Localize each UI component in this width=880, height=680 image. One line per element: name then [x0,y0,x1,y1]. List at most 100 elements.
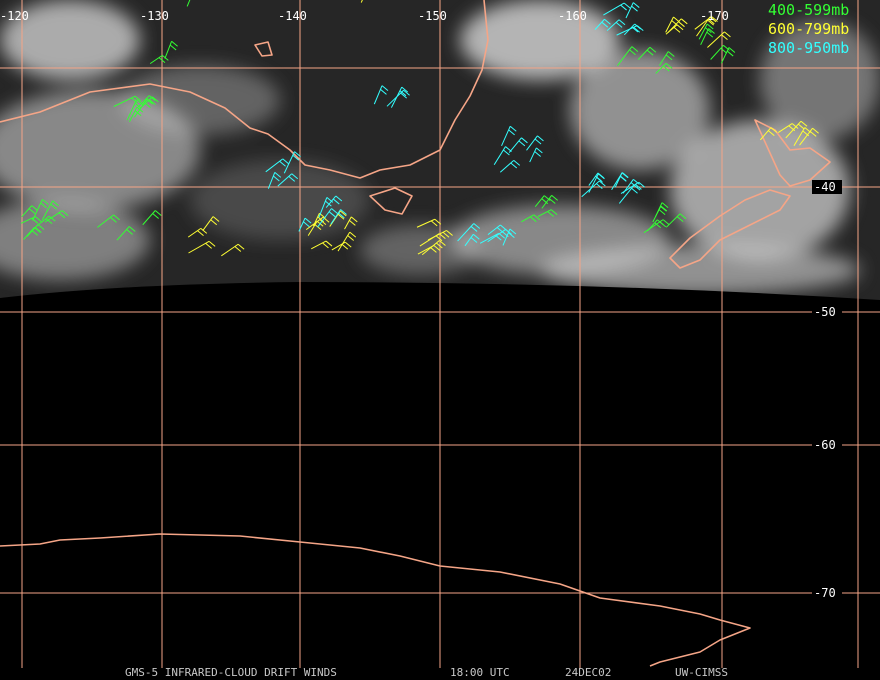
lat-label-bg [812,305,842,319]
barb-flag [134,95,142,102]
wind-barb [541,194,558,209]
barb-flag [31,205,39,212]
barb-shaft [221,243,239,257]
barb-flag [134,110,142,117]
barb-shaft [298,217,306,232]
barb-shaft [44,210,63,223]
barb-flag [631,5,638,12]
wind-barb [625,2,640,19]
barb-flag [800,120,808,127]
barb-shaft [594,18,605,30]
barb-flag [294,151,301,158]
barb-flag [598,173,605,180]
barb-shaft [700,28,710,46]
wind-barb [325,195,343,208]
barb-shaft [793,127,806,147]
wind-barb [142,210,162,226]
wind-barb [267,171,282,189]
wind-barb [390,86,409,108]
lat-label: -70 [814,586,836,600]
barb-flag [171,40,178,47]
wind-barb [487,224,507,236]
barb-flag [596,176,603,183]
wind-barb [186,0,191,7]
barb-flag [52,200,59,207]
barb-shaft [267,172,276,189]
barb-shaft [502,228,511,246]
barb-flag [237,243,245,250]
barb-flag [322,242,329,249]
wind-barb [696,16,717,37]
barb-flag [158,57,166,64]
barb-shaft [137,95,150,108]
wind-barb [137,95,156,108]
barb-flag [430,220,438,227]
barb-flag [146,98,153,104]
wind-barb [337,231,357,252]
barb-flag [303,221,310,228]
wind-barb [97,214,120,228]
legend-entry: 800-950mb [768,39,849,57]
barb-flag [548,198,556,204]
barb-flag [635,184,642,190]
barb-flag [654,222,662,229]
legend-entry: 600-799mb [768,20,849,38]
barb-shaft [277,173,293,187]
wind-barb [23,226,41,240]
barb-shaft [508,137,522,153]
barb-flag [661,202,669,208]
barb-flag [706,23,714,30]
barb-flag [338,212,345,219]
barb-flag [430,246,437,253]
wind-barb [622,178,640,194]
barb-shaft [312,213,320,227]
wind-barb [694,16,718,30]
barb-flag [708,18,715,25]
barb-flag [291,173,299,180]
wind-barb [464,233,480,247]
wind-barb [603,2,631,16]
barb-shaft [330,209,341,225]
barb-flag [541,198,549,205]
barb-flag [148,95,156,101]
barb-shaft [318,197,328,218]
barb-shaft [97,214,114,228]
barb-flag [45,218,53,225]
wind-barb [655,202,669,217]
barb-shaft [665,213,681,228]
wind-barbs [20,0,819,257]
barb-flag [328,211,336,218]
barb-flag [134,102,142,109]
barb-flag [662,65,670,72]
barb-flag [399,90,407,97]
barb-flag [724,31,731,38]
barb-flag [676,24,684,31]
barb-shaft [618,184,635,204]
wind-barb [202,216,220,232]
barb-flag [601,21,609,28]
barb-shaft [21,205,33,218]
barb-flag [61,210,69,216]
wind-barb [617,46,639,66]
barb-flag [604,18,611,25]
barb-flag [152,213,159,219]
barb-flag [708,28,715,34]
barb-shaft [625,2,634,19]
wind-barb [344,216,358,230]
wind-barb [113,95,142,107]
barb-shaft [588,173,599,193]
barb-shaft [655,62,667,74]
barb-flag [31,229,39,236]
footer-source: UW-CIMSS [675,666,728,679]
barb-shaft [526,135,538,151]
barb-shaft [20,216,36,224]
barb-flag [660,205,667,212]
wind-barb [534,195,551,208]
barb-shaft [487,224,501,236]
barb-flag [508,129,515,136]
barb-flag [282,158,290,165]
barb-shaft [331,241,346,251]
wind-barb [187,227,208,238]
barb-flag [381,85,389,92]
